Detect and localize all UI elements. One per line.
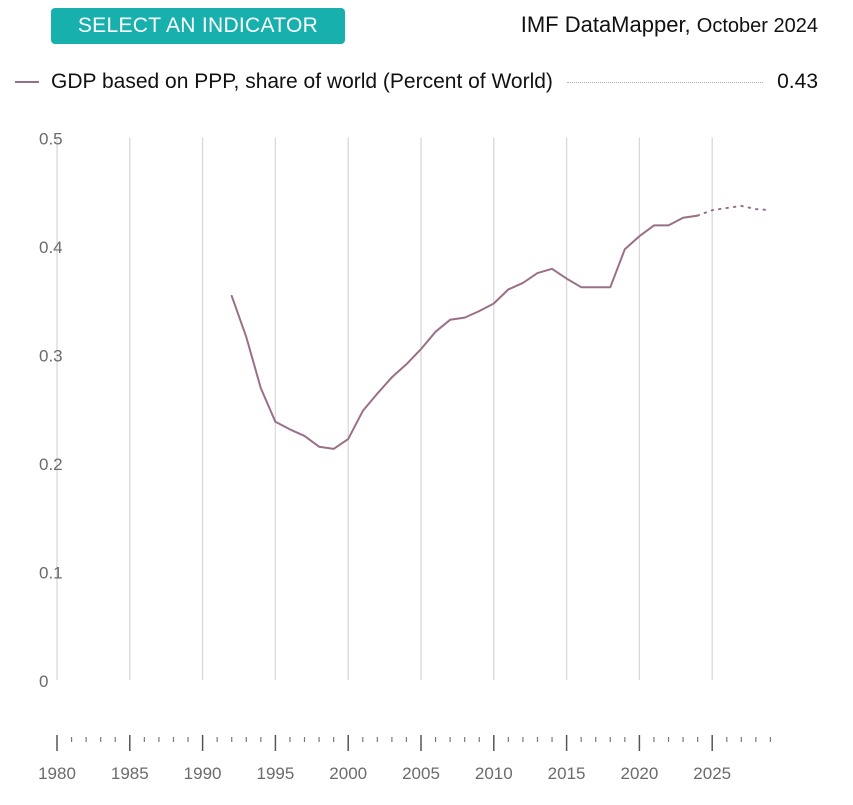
series-projection-line[interactable]	[696, 204, 772, 217]
y-tick-label: 0	[39, 672, 48, 691]
legend-value: 0.43	[777, 70, 818, 93]
legend-label: GDP based on PPP, share of world (Percen…	[51, 70, 553, 93]
series-group	[230, 204, 772, 450]
series-line[interactable]	[230, 214, 699, 450]
y-tick-label: 0.2	[39, 455, 63, 474]
x-tick-label: 2010	[475, 764, 513, 783]
y-tick-label: 0.3	[39, 347, 63, 366]
y-tick-label: 0.4	[39, 238, 63, 257]
x-tick-label: 2000	[329, 764, 367, 783]
x-tick-label: 2020	[620, 764, 658, 783]
brand-header: IMF DataMapper, October 2024	[521, 12, 818, 38]
brand-name: IMF DataMapper,	[520, 12, 691, 37]
x-tick-label: 2005	[402, 764, 440, 783]
y-tick-label: 0.5	[39, 130, 63, 149]
legend[interactable]: GDP based on PPP, share of world (Percen…	[15, 66, 818, 98]
x-tick-label: 1980	[38, 764, 76, 783]
select-indicator-button[interactable]: SELECT AN INDICATOR	[51, 8, 345, 44]
x-tick-label: 1995	[256, 764, 294, 783]
y-tick-label: 0.1	[39, 564, 63, 583]
y-axis-ticks: 0 0.1 0.2 0.3 0.4 0.5	[39, 130, 63, 692]
chart-grid	[56, 137, 713, 680]
legend-leader-dots	[566, 81, 764, 83]
x-tick-label: 2015	[548, 764, 586, 783]
brand-date: October 2024	[696, 15, 818, 37]
legend-line-swatch	[15, 81, 39, 83]
x-tick-label: 2025	[693, 764, 731, 783]
x-axis: 1980 1985 1990 1995 2000 2005 2010 2015 2020 2025	[38, 735, 772, 783]
x-tick-label: 1990	[184, 764, 222, 783]
x-tick-label: 1985	[111, 764, 149, 783]
